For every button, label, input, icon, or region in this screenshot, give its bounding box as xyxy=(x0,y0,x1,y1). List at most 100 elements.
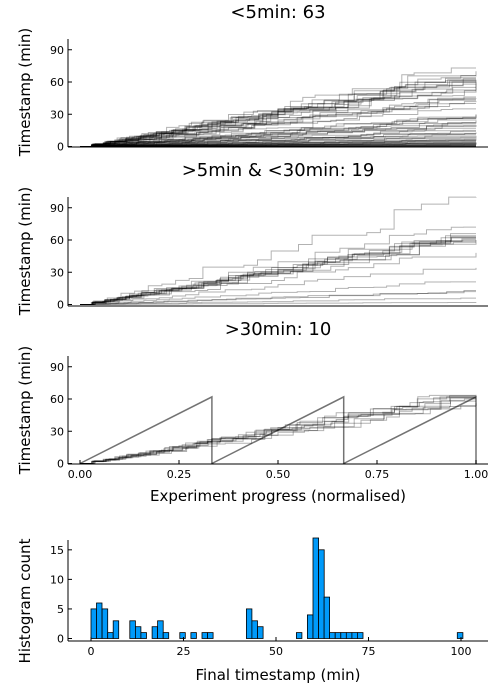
series-line xyxy=(80,395,476,464)
y-tick-label: 10 xyxy=(50,573,64,586)
histogram-bar xyxy=(340,632,347,639)
panel-3-xlabel: Experiment progress (normalised) xyxy=(150,487,406,505)
x-tick-label: 1.00 xyxy=(464,468,489,481)
series-line xyxy=(80,143,476,147)
histogram-bar xyxy=(351,632,358,639)
series-line xyxy=(80,135,477,147)
y-tick-label: 60 xyxy=(50,76,64,89)
histogram-bar xyxy=(112,620,120,639)
series-line xyxy=(80,123,476,147)
series-line xyxy=(80,267,477,305)
series-line xyxy=(80,140,476,147)
histogram-bar xyxy=(107,632,114,639)
series-line xyxy=(80,239,476,305)
series-line xyxy=(80,125,477,147)
series-line xyxy=(80,98,476,147)
series-line xyxy=(80,196,477,305)
series-line xyxy=(80,67,476,147)
panel-3: >30min: 10 Timestamp (min) Experiment pr… xyxy=(16,319,488,505)
series-line xyxy=(80,397,476,464)
histogram-bar xyxy=(129,620,136,639)
series-line xyxy=(80,143,476,147)
series-line xyxy=(80,403,477,464)
panel-2-title: >5min & <30min: 19 xyxy=(182,160,375,181)
series-line xyxy=(80,83,477,147)
series-line xyxy=(80,90,476,147)
series-line xyxy=(80,226,476,305)
series-line xyxy=(80,80,476,147)
series-line xyxy=(80,117,477,147)
sawtooth-line xyxy=(211,395,345,465)
series-line xyxy=(80,143,477,147)
series-line xyxy=(80,119,477,147)
series-line xyxy=(80,137,477,147)
series-line xyxy=(80,138,477,147)
histogram-ylabel: Histogram count xyxy=(16,538,34,663)
series-line xyxy=(80,144,476,147)
series-line xyxy=(80,133,476,147)
series-line xyxy=(80,241,476,305)
x-tick-label: 50 xyxy=(269,645,283,658)
x-tick-label: 0.50 xyxy=(266,468,291,481)
series-line xyxy=(80,82,477,147)
series-line xyxy=(80,144,476,147)
series-line xyxy=(80,302,477,305)
histogram-bar xyxy=(456,632,464,639)
series-line xyxy=(80,290,476,305)
series-line xyxy=(80,236,476,305)
series-line xyxy=(80,84,477,147)
x-tick-label: 0 xyxy=(88,645,95,658)
y-tick-label: 15 xyxy=(50,544,64,557)
series-line xyxy=(80,122,477,147)
histogram-bar xyxy=(323,596,331,639)
x-tick-label: 75 xyxy=(362,645,376,658)
y-tick-label: 0 xyxy=(57,633,64,646)
histogram-bar xyxy=(201,632,208,639)
series-line xyxy=(80,77,476,147)
series-line xyxy=(80,139,476,147)
panel-2-series xyxy=(80,196,477,305)
series-line xyxy=(80,140,476,147)
series-line xyxy=(80,108,476,147)
panel-2-ylabel: Timestamp (min) xyxy=(16,187,34,317)
histogram-bars xyxy=(90,537,464,639)
panel-1-axes: 0 30 60 90 xyxy=(50,39,488,154)
y-tick-label: 90 xyxy=(50,361,64,374)
histogram-bar xyxy=(356,632,364,639)
series-line xyxy=(80,252,477,305)
series-line xyxy=(80,397,476,464)
y-tick-label: 60 xyxy=(50,393,64,406)
histogram-bar xyxy=(306,614,314,639)
series-line xyxy=(80,400,476,464)
y-tick-label: 90 xyxy=(50,202,64,215)
panel-1-ylabel: Timestamp (min) xyxy=(16,28,34,158)
panel-2: >5min & <30min: 19 Timestamp (min) 0 30 60… xyxy=(16,160,488,316)
histogram-bar xyxy=(151,626,159,639)
histogram-bar xyxy=(207,632,214,639)
series-line xyxy=(80,126,477,147)
panel-1: <5min: 63 Timestamp (min) 0 30 60 90 xyxy=(16,2,488,157)
series-line xyxy=(80,78,476,147)
series-line xyxy=(80,398,476,464)
series-line xyxy=(80,80,477,147)
x-tick-label: 25 xyxy=(177,645,191,658)
y-tick-label: 30 xyxy=(50,266,64,279)
series-line xyxy=(80,291,476,305)
series-line xyxy=(80,139,477,147)
series-line xyxy=(80,115,477,147)
y-tick-label: 30 xyxy=(50,108,64,121)
series-line xyxy=(80,281,476,305)
panel-3-title: >30min: 10 xyxy=(225,319,332,340)
sawtooth-line xyxy=(79,395,213,465)
series-line xyxy=(80,101,477,147)
panel-3-series xyxy=(79,394,477,465)
series-line xyxy=(80,118,476,147)
histogram-bar xyxy=(190,632,197,639)
x-tick-label: 0.25 xyxy=(167,468,192,481)
series-line xyxy=(80,99,476,147)
series-line xyxy=(80,134,476,147)
panel-3-axes: 0 30 60 90 0.00 0.25 0.50 0.75 1.00 xyxy=(50,356,488,481)
histogram-bar xyxy=(134,626,142,639)
histogram-bar xyxy=(140,632,147,639)
series-line xyxy=(80,142,477,147)
